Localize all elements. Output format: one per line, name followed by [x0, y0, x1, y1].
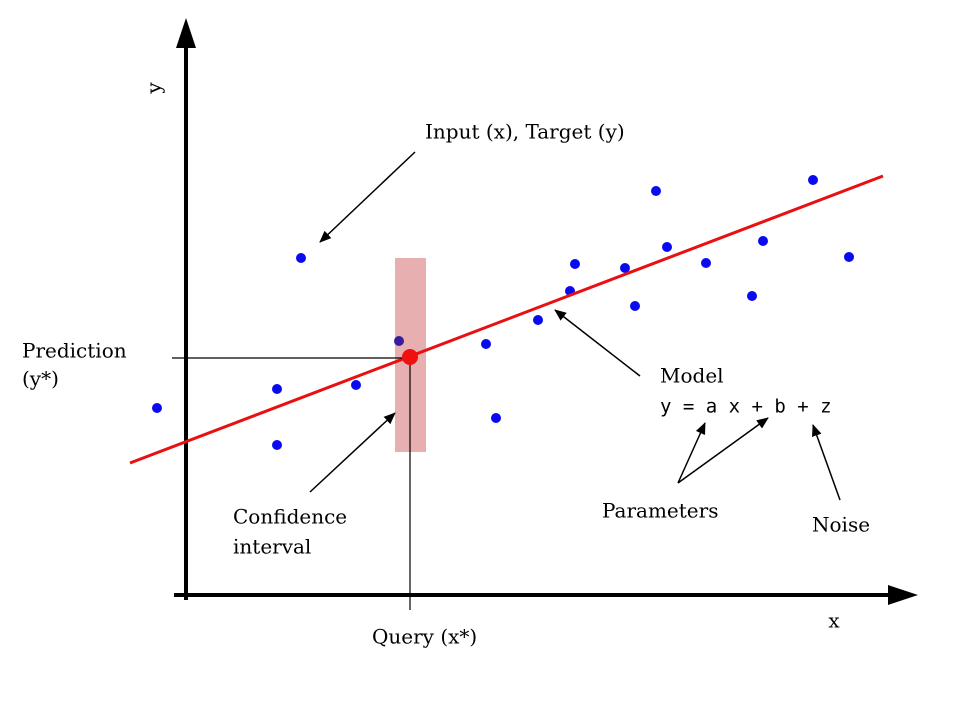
dot [491, 413, 501, 423]
dot [394, 336, 404, 346]
data-points [152, 175, 854, 450]
arrow [309, 412, 396, 493]
dot [808, 175, 818, 185]
arrow [812, 424, 841, 501]
prediction-label: Prediction [22, 339, 127, 363]
dot [570, 259, 580, 269]
dot [351, 380, 361, 390]
points-label: Input (x), Target (y) [425, 120, 625, 144]
dot [651, 186, 661, 196]
model-label: Model [660, 364, 724, 388]
query-label: Query (x*) [372, 625, 477, 649]
arrow [319, 151, 416, 243]
model-line [129, 174, 884, 465]
noise-label: Noise [812, 513, 870, 537]
dot [758, 236, 768, 246]
dot [630, 301, 640, 311]
confidence-label: Confidence [233, 505, 347, 529]
dot [533, 315, 543, 325]
x-arrowhead [888, 585, 918, 605]
equation: y = a x + b + z [660, 396, 832, 418]
prediction-label: (y*) [22, 367, 59, 391]
dot [662, 242, 672, 252]
x-label: x [828, 609, 840, 633]
prediction-point [402, 349, 418, 365]
dot [620, 263, 630, 273]
arrow [554, 309, 641, 377]
confidence-label: interval [233, 535, 311, 559]
dot [701, 258, 711, 268]
y-label: y [142, 82, 166, 95]
dot [296, 253, 306, 263]
dot [844, 252, 854, 262]
dot [747, 291, 757, 301]
dot [481, 339, 491, 349]
dot [272, 384, 282, 394]
parameters-label: Parameters [602, 499, 718, 523]
arrow [677, 417, 769, 484]
y-arrowhead [176, 18, 196, 48]
dot [152, 403, 162, 413]
arrow [677, 422, 706, 484]
dot [272, 440, 282, 450]
